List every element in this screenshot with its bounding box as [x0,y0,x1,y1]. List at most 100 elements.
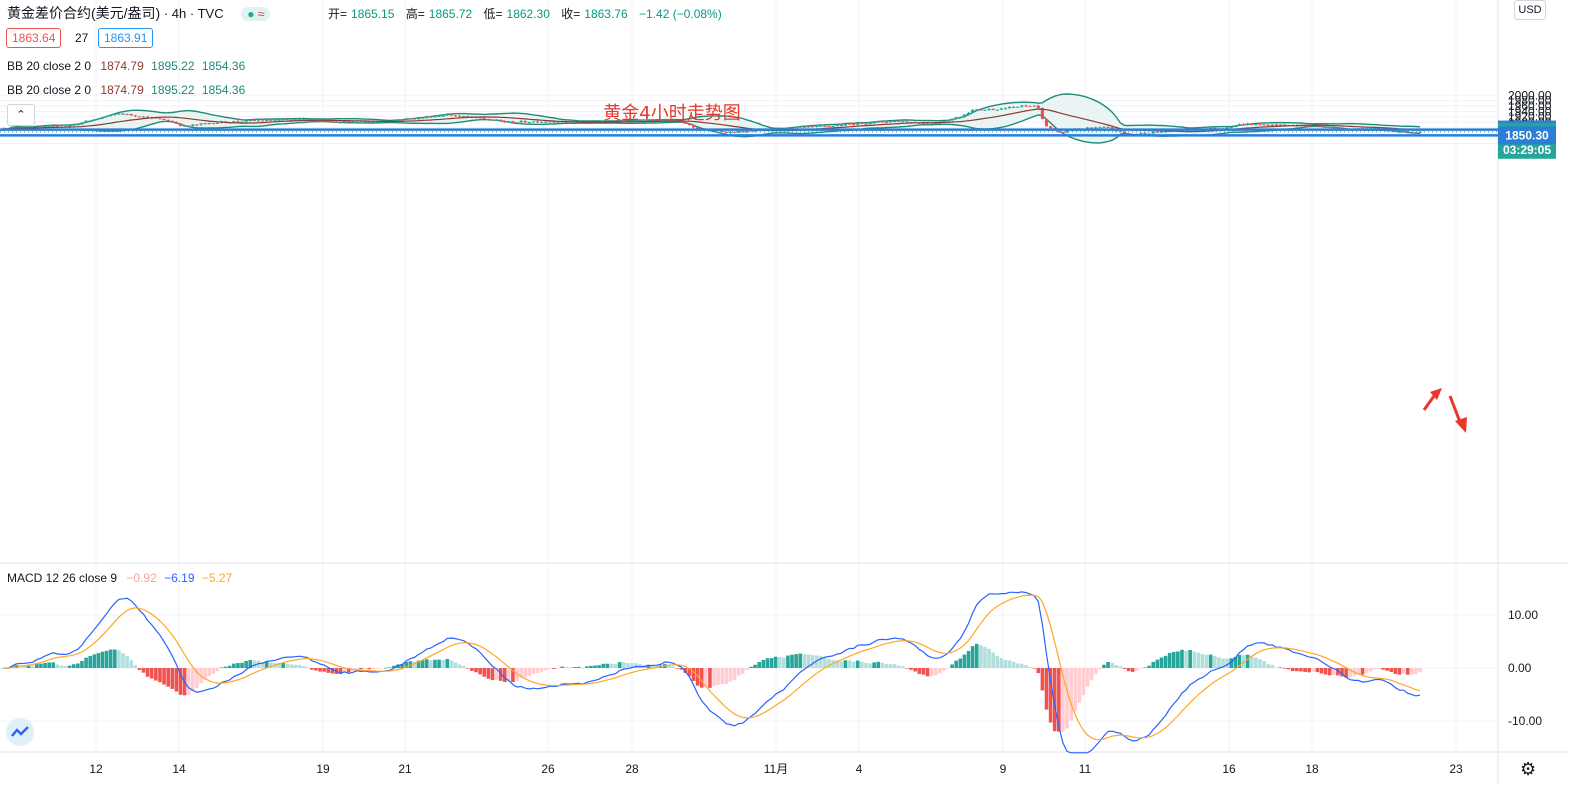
macd-bar [609,663,614,668]
macd-legend[interactable]: MACD 12 26 close 9 −0.92 −6.19 −5.27 [7,571,232,585]
macd-bar [1381,668,1385,670]
macd-label: MACD 12 26 close 9 [7,571,118,585]
interval[interactable]: 4h [171,6,187,21]
macd-bar [1126,668,1131,672]
macd-bar [585,666,589,668]
macd-bar [847,660,852,668]
macd-bar [589,665,593,668]
candle-body [802,126,806,128]
candle-body [343,120,347,123]
macd-bar [634,663,638,668]
macd-bar [855,660,860,668]
macd-bar [699,668,704,688]
macd-bar [186,668,191,695]
macd-bar [375,668,380,669]
macd-bar [1323,668,1328,675]
candle-body [1163,131,1168,133]
macd-bar [527,668,532,677]
gear-icon[interactable]: ⚙ [1520,759,1537,779]
candle-body [158,118,162,120]
candle-body [1258,124,1262,126]
macd-bar [601,663,606,668]
macd-bar [104,650,109,668]
candle-body [1036,105,1040,109]
y-tick-label: 2000.00 [1508,88,1552,102]
symbol-name[interactable]: 黄金差价合约(美元/盎司) [7,5,161,21]
candle-body [425,116,429,118]
candle-body [515,122,519,124]
candle-body [921,123,925,125]
macd-bar [113,649,117,668]
macd-bar [383,667,388,669]
candle-body [663,119,667,121]
macd-bar [1135,668,1139,671]
macd-bar [215,668,220,672]
macd-bar [449,660,454,668]
macd-bar [1393,668,1398,674]
candle-body [260,120,265,122]
macd-bar [691,668,696,681]
candle-body [203,123,207,125]
candle-body [720,130,724,132]
macd-bar [84,657,88,668]
macd-bar [1007,660,1012,668]
macd-bar [174,668,179,692]
candle-body [113,114,117,116]
macd-bar [1130,668,1135,672]
horizontal-lines[interactable] [0,128,1498,137]
macd-bar [494,668,499,680]
macd-bar [1196,652,1201,668]
macd-bar [219,667,224,669]
macd-bar [1290,668,1295,672]
bb-legend-1[interactable]: BB 20 close 2 0 1874.79 1895.22 1854.36 [7,59,245,73]
macd-bar [445,659,450,668]
candle-body [847,123,852,125]
candle-body [503,120,507,122]
macd-bar [108,649,113,668]
collapse-legend-button[interactable]: ⌃ [7,104,35,126]
macd-bar [987,648,991,668]
bid-pill[interactable]: 1863.64 [6,28,62,48]
spread-value: 27 [75,31,89,45]
candle-body [971,109,975,113]
macd-bar [1151,661,1156,668]
macd-bar [979,645,983,668]
macd-bar [35,664,39,668]
macd-bar [954,660,959,668]
macd-bar [1118,666,1123,668]
signal-value: −5.27 [201,571,233,585]
macd-tick-label: 10.00 [1508,608,1538,622]
macd-bar [999,657,1004,668]
macd-bar [806,654,811,668]
macd-bar [429,660,433,668]
ask-pill[interactable]: 1863.91 [98,28,154,48]
bb-legend-2[interactable]: BB 20 close 2 0 1874.79 1895.22 1854.36 [7,83,245,97]
currency-button[interactable]: USD [1514,0,1546,20]
macd-bar [424,659,429,668]
macd-bar [1155,659,1160,668]
macd-bar [613,663,618,668]
annotation-arrows [1422,388,1467,433]
macd-bar [326,668,331,673]
tradingview-logo-icon[interactable] [6,718,34,746]
candle-body [137,116,142,118]
candle-body [449,114,453,116]
bb-label: BB 20 close 2 0 [7,59,92,73]
candle-body [1012,106,1016,108]
macd-bar [30,665,35,668]
macd-bar [67,665,72,668]
macd-bar [1188,650,1192,668]
candle-body [347,120,351,123]
macd-bar [47,662,51,668]
macd-bar [564,666,569,668]
x-tick-label: 28 [625,762,639,776]
macd-bar [929,668,934,677]
macd-bar [839,661,844,668]
x-tick-label: 12 [89,762,103,776]
macd-bar [716,668,720,685]
macd-bar [626,663,630,668]
symbol-header[interactable]: 黄金差价合约(美元/盎司) · 4h · TVC ● ≈ [7,3,271,23]
macd-bar [305,667,310,668]
candle-body [1209,127,1213,129]
